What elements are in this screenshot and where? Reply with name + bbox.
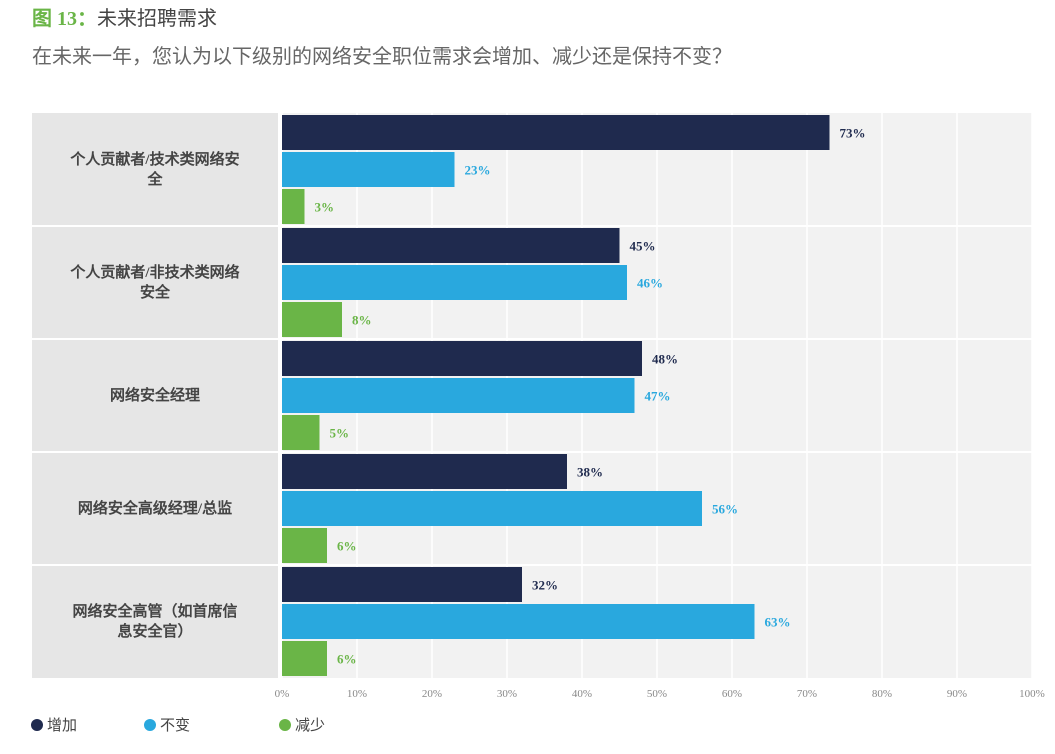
header: 图 13：未来招聘需求	[32, 2, 217, 31]
chart-subtitle: 在未来一年，您认为以下级别的网络安全职位需求会增加、减少还是保持不变？	[32, 46, 732, 68]
category-label-box: 网络安全高级经理/总监	[32, 452, 278, 565]
bar	[282, 378, 635, 413]
y-tick-label: 网络安全高级经理/总监	[77, 500, 233, 517]
x-tick-label: 30%	[497, 688, 517, 700]
value-label: 46%	[637, 276, 663, 291]
x-tick-label: 0%	[275, 688, 290, 700]
bar	[282, 454, 567, 489]
value-label: 5%	[330, 426, 350, 441]
x-tick-label: 80%	[872, 688, 892, 700]
value-label: 3%	[315, 200, 335, 215]
label-background	[32, 113, 278, 678]
value-label: 48%	[652, 352, 678, 367]
x-tick-label: 50%	[647, 688, 667, 700]
value-label: 56%	[712, 502, 738, 517]
legend-marker	[31, 719, 43, 731]
bar	[282, 604, 755, 639]
x-tick-label: 20%	[422, 688, 442, 700]
x-tick-label: 70%	[797, 688, 817, 700]
bar	[282, 302, 342, 337]
category-label-box: 个人贡献者/技术类网络安全	[32, 113, 278, 226]
bar	[282, 567, 522, 602]
category-label-box: 网络安全经理	[32, 339, 278, 452]
value-label: 45%	[630, 239, 656, 254]
y-tick-label: 网络安全经理	[109, 387, 200, 404]
chart-title: 未来招聘需求	[97, 8, 217, 30]
value-label: 73%	[840, 126, 866, 141]
category-label-box: 个人贡献者/非技术类网络安全	[32, 226, 278, 339]
value-label: 47%	[645, 389, 671, 404]
bar	[282, 341, 642, 376]
x-tick-label: 10%	[347, 688, 367, 700]
value-label: 6%	[337, 652, 357, 667]
y-tick-label: 个人贡献者/非技术类网络安全	[70, 264, 240, 301]
bar	[282, 228, 620, 263]
figure-label: 图 13：	[32, 8, 97, 30]
bar	[282, 491, 702, 526]
value-label: 6%	[337, 539, 357, 554]
legend-marker	[279, 719, 291, 731]
x-tick-label: 100%	[1019, 688, 1045, 700]
bar	[282, 152, 455, 187]
bar	[282, 415, 320, 450]
value-label: 23%	[465, 163, 491, 178]
y-tick-label: 个人贡献者/技术类网络安全	[70, 151, 240, 188]
value-label: 38%	[577, 465, 603, 480]
value-label: 32%	[532, 578, 558, 593]
bar	[282, 189, 305, 224]
y-tick-label: 网络安全高管（如首席信息安全官）	[72, 603, 238, 640]
value-label: 63%	[765, 615, 791, 630]
x-tick-label: 40%	[572, 688, 592, 700]
bar	[282, 641, 327, 676]
value-label: 8%	[352, 313, 372, 328]
legend-label: 不变	[160, 717, 190, 734]
x-tick-label: 90%	[947, 688, 967, 700]
legend-label: 增加	[47, 717, 77, 734]
bar	[282, 115, 830, 150]
legend-label: 减少	[295, 717, 325, 734]
x-tick-label: 60%	[722, 688, 742, 700]
bar	[282, 265, 627, 300]
bar	[282, 528, 327, 563]
legend-marker	[144, 719, 156, 731]
category-label-box: 网络安全高管（如首席信息安全官）	[32, 565, 278, 678]
